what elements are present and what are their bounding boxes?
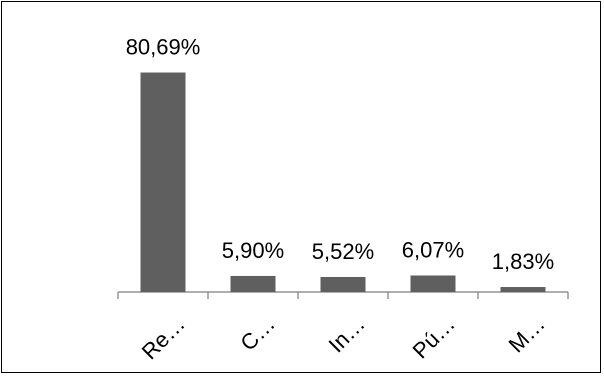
- category-label-3: Pú…: [408, 311, 460, 363]
- bar-4: [500, 287, 546, 292]
- data-label-2: 5,52%: [312, 239, 374, 264]
- bar-2: [320, 276, 366, 292]
- category-labels: Re… C… In… Pú… M…: [137, 311, 550, 364]
- category-label-1: C…: [235, 311, 279, 355]
- data-label-1: 5,90%: [222, 238, 284, 263]
- data-labels: 80,69% 5,90% 5,52% 6,07% 1,83%: [126, 35, 555, 274]
- bar-0: [140, 72, 186, 293]
- bar-3: [410, 275, 456, 292]
- bar-1: [230, 275, 276, 292]
- data-label-4: 1,83%: [492, 249, 554, 274]
- x-axis-ticks: [117, 292, 569, 299]
- data-label-0: 80,69%: [126, 35, 201, 60]
- category-label-4: M…: [504, 311, 550, 357]
- data-label-3: 6,07%: [402, 237, 464, 262]
- bars: [140, 72, 546, 293]
- category-label-2: In…: [324, 311, 370, 357]
- category-label-0: Re…: [137, 311, 190, 364]
